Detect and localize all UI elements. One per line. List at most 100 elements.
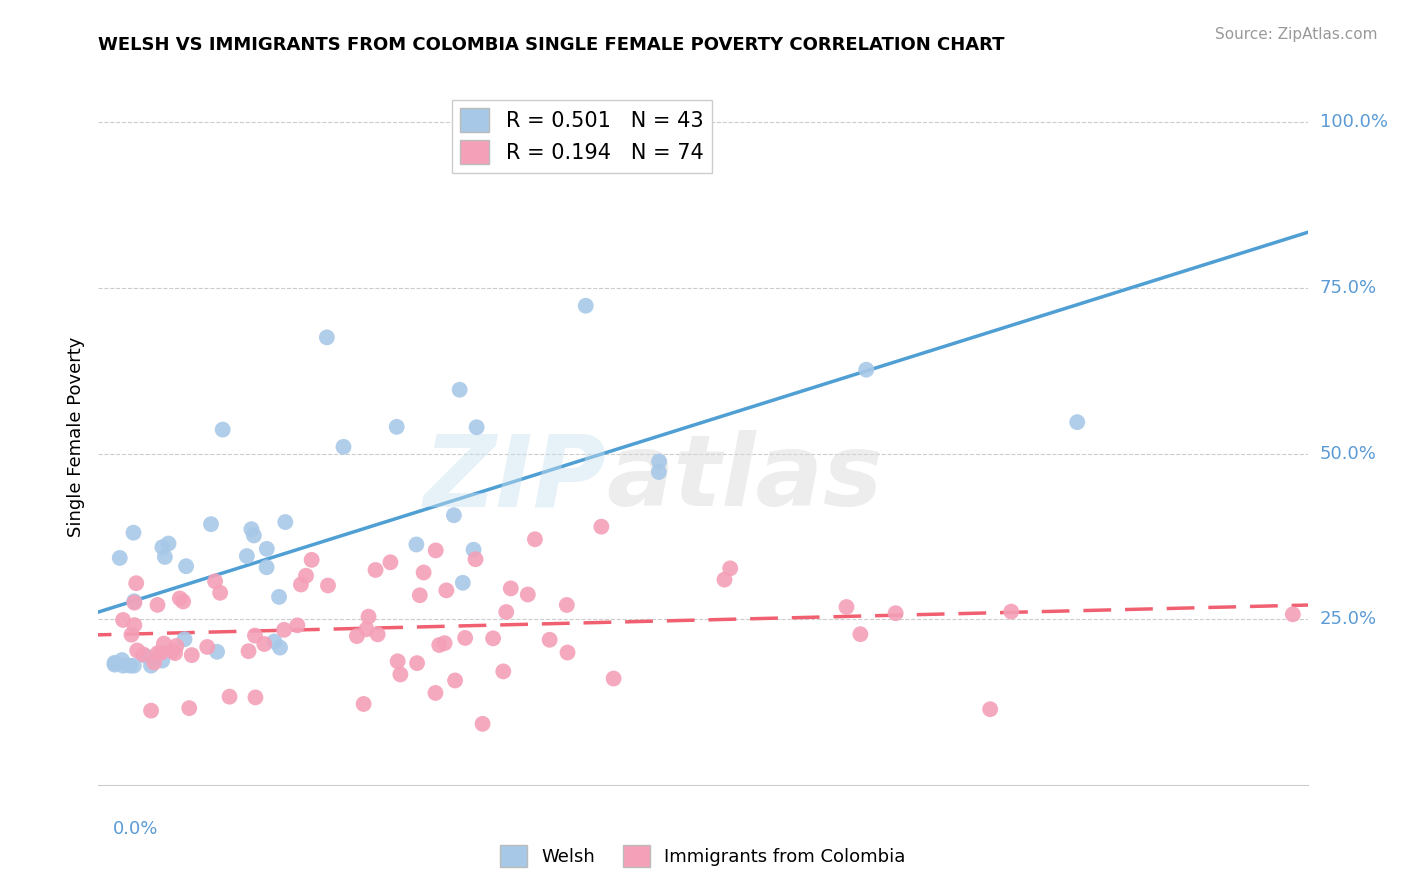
Point bbox=[316, 578, 339, 592]
Text: 75.0%: 75.0% bbox=[1320, 279, 1376, 297]
Text: 25.0%: 25.0% bbox=[1320, 610, 1376, 628]
Point bbox=[332, 440, 354, 454]
Point bbox=[267, 590, 290, 604]
Point bbox=[243, 629, 266, 643]
Point bbox=[103, 657, 125, 672]
Point bbox=[112, 613, 135, 627]
Point bbox=[492, 665, 515, 679]
Point bbox=[157, 536, 180, 550]
Point bbox=[124, 596, 146, 610]
Point bbox=[356, 622, 378, 636]
Point bbox=[367, 627, 389, 641]
Point bbox=[112, 658, 135, 673]
Point bbox=[849, 627, 872, 641]
Point bbox=[495, 605, 517, 619]
Point bbox=[146, 598, 169, 612]
Point bbox=[1066, 415, 1088, 429]
Point bbox=[149, 646, 172, 660]
Legend: Welsh, Immigrants from Colombia: Welsh, Immigrants from Colombia bbox=[494, 838, 912, 874]
Point bbox=[364, 563, 387, 577]
Point bbox=[195, 640, 218, 654]
Point bbox=[385, 420, 408, 434]
Point bbox=[256, 560, 278, 574]
Point bbox=[200, 517, 222, 532]
Point bbox=[425, 686, 447, 700]
Point bbox=[143, 656, 166, 670]
Point bbox=[124, 618, 146, 632]
Text: ZIP: ZIP bbox=[423, 430, 606, 527]
Point bbox=[443, 508, 465, 523]
Point bbox=[465, 420, 488, 434]
Point bbox=[273, 623, 295, 637]
Point bbox=[464, 552, 486, 566]
Text: WELSH VS IMMIGRANTS FROM COLOMBIA SINGLE FEMALE POVERTY CORRELATION CHART: WELSH VS IMMIGRANTS FROM COLOMBIA SINGLE… bbox=[98, 36, 1005, 54]
Point bbox=[353, 697, 375, 711]
Point bbox=[108, 550, 131, 565]
Point bbox=[134, 648, 156, 663]
Point bbox=[122, 594, 145, 608]
Point bbox=[172, 594, 194, 608]
Point bbox=[380, 555, 402, 569]
Point bbox=[346, 629, 368, 643]
Point bbox=[274, 515, 297, 529]
Point bbox=[243, 528, 266, 542]
Point bbox=[433, 636, 456, 650]
Point bbox=[150, 654, 173, 668]
Point bbox=[454, 631, 477, 645]
Text: 100.0%: 100.0% bbox=[1320, 113, 1388, 131]
Point bbox=[482, 632, 505, 646]
Point bbox=[884, 606, 907, 620]
Point bbox=[718, 561, 741, 575]
Point bbox=[146, 646, 169, 660]
Text: Source: ZipAtlas.com: Source: ZipAtlas.com bbox=[1215, 27, 1378, 42]
Legend: R = 0.501   N = 43, R = 0.194   N = 74: R = 0.501 N = 43, R = 0.194 N = 74 bbox=[451, 100, 713, 173]
Point bbox=[125, 576, 148, 591]
Point bbox=[240, 522, 263, 536]
Point bbox=[301, 553, 323, 567]
Y-axis label: Single Female Poverty: Single Female Poverty bbox=[66, 337, 84, 537]
Point bbox=[162, 644, 184, 658]
Point bbox=[127, 643, 149, 657]
Point bbox=[575, 299, 598, 313]
Point bbox=[139, 658, 162, 673]
Point bbox=[463, 542, 485, 557]
Point bbox=[979, 702, 1001, 716]
Point bbox=[499, 582, 522, 596]
Point bbox=[253, 637, 276, 651]
Point bbox=[406, 656, 429, 670]
Text: 0.0%: 0.0% bbox=[112, 820, 159, 838]
Point bbox=[174, 559, 197, 574]
Point bbox=[209, 586, 232, 600]
Point bbox=[434, 583, 457, 598]
Point bbox=[285, 618, 308, 632]
Point bbox=[169, 591, 191, 606]
Point bbox=[165, 646, 187, 660]
Point bbox=[165, 639, 187, 653]
Point bbox=[103, 656, 125, 670]
Point bbox=[471, 716, 494, 731]
Point bbox=[315, 330, 337, 344]
Point bbox=[835, 599, 858, 614]
Point bbox=[173, 632, 195, 647]
Text: 50.0%: 50.0% bbox=[1320, 444, 1376, 463]
Point bbox=[405, 537, 427, 551]
Point bbox=[122, 525, 145, 540]
Point bbox=[139, 704, 162, 718]
Point bbox=[412, 566, 434, 580]
Point bbox=[427, 638, 450, 652]
Point bbox=[713, 573, 735, 587]
Point bbox=[204, 574, 226, 589]
Point bbox=[516, 587, 538, 601]
Point bbox=[295, 568, 318, 582]
Point bbox=[523, 533, 546, 547]
Point bbox=[118, 658, 141, 673]
Point bbox=[1000, 605, 1022, 619]
Point bbox=[409, 588, 432, 602]
Point bbox=[152, 540, 174, 554]
Point bbox=[648, 454, 671, 468]
Point bbox=[245, 690, 267, 705]
Point bbox=[120, 628, 142, 642]
Point bbox=[153, 549, 176, 564]
Point bbox=[269, 640, 291, 655]
Point bbox=[357, 609, 380, 624]
